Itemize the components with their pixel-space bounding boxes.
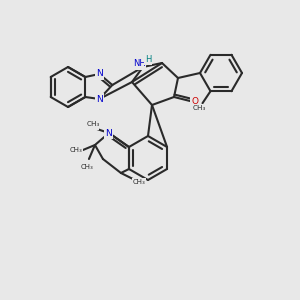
Text: CH₃: CH₃ <box>193 105 206 111</box>
Text: N: N <box>106 128 112 137</box>
Text: H: H <box>145 55 151 64</box>
Text: NH: NH <box>133 59 146 68</box>
Text: N: N <box>96 94 103 103</box>
Text: CH₃: CH₃ <box>86 121 100 127</box>
Text: CH₃: CH₃ <box>81 164 93 170</box>
Text: N: N <box>96 70 103 79</box>
Text: CH₃: CH₃ <box>84 123 98 129</box>
Text: CH₃: CH₃ <box>133 179 145 185</box>
Text: CH₃: CH₃ <box>70 147 82 153</box>
Text: O: O <box>191 97 199 106</box>
